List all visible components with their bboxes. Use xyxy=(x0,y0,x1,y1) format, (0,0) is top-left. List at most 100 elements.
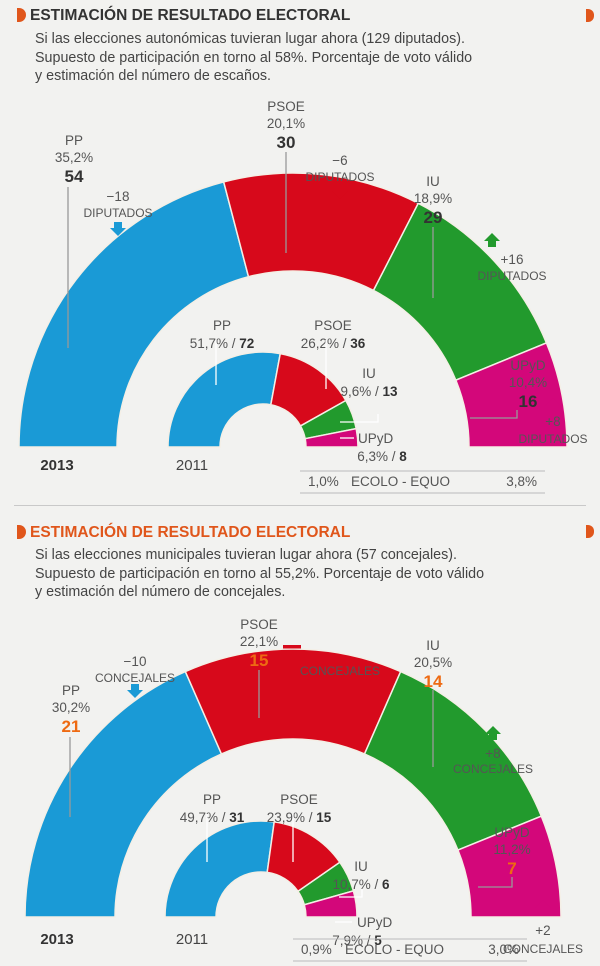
arrow-up-icon-shape xyxy=(535,900,551,914)
slice-2011-upyd xyxy=(304,427,359,448)
chart-title: ESTIMACIÓN DE RESULTADO ELECTORAL xyxy=(30,524,351,541)
seats-value: 15 xyxy=(316,810,332,825)
change-value-label: −6 xyxy=(332,153,347,168)
arrow-up-icon xyxy=(535,900,551,914)
percent-value: 6,3% / xyxy=(357,449,399,464)
footnote-left-value: 1,0% xyxy=(308,474,339,489)
change-value-label: −10 xyxy=(124,654,147,669)
equal-icon-bar xyxy=(283,651,301,655)
arrow-up-icon-shape xyxy=(484,233,500,247)
change-value-label: +8 xyxy=(485,746,500,761)
next-marker-icon[interactable] xyxy=(586,9,594,22)
percent-seats-label: 9,6% / 13 xyxy=(340,384,398,399)
percent-label: 35,2% xyxy=(55,150,93,165)
percent-value: 23,9% / xyxy=(267,810,317,825)
change-unit-label: DIPUTADOS xyxy=(477,269,546,283)
seats-value: 31 xyxy=(229,810,245,825)
party-label: IU xyxy=(354,859,368,874)
slice-2013-iu xyxy=(363,670,543,851)
arrow-up-icon-shape xyxy=(485,726,501,740)
percent-value: 51,7% / xyxy=(190,336,240,351)
party-label: PP xyxy=(213,318,231,333)
slice-2013-upyd xyxy=(456,815,562,918)
section-divider xyxy=(14,505,586,506)
leader-line xyxy=(339,889,363,898)
percent-seats-label: 10,7% / 6 xyxy=(332,877,390,892)
panel-municipales: ESTIMACIÓN DE RESULTADO ELECTORAL Si las… xyxy=(0,492,600,966)
description-line: Si las elecciones municipales tuvieran l… xyxy=(35,547,457,563)
chart-svg-municipales: 2013 2011 PP 30,2% 21 −10 CONCEJALES PSOE 22,1% 1… xyxy=(24,617,583,962)
next-marker-icon[interactable] xyxy=(586,525,594,538)
change-unit-label: CONCEJALES xyxy=(95,671,175,685)
percent-seats-label: 51,7% / 72 xyxy=(190,336,255,351)
change-unit-label: DIPUTADOS xyxy=(305,170,374,184)
equal-icon xyxy=(283,645,301,655)
seats-value: 8 xyxy=(399,449,407,464)
change-unit-label: CONCEJALES xyxy=(453,762,533,776)
percent-label: 20,1% xyxy=(267,116,305,131)
slice-2011-pp xyxy=(167,351,282,448)
percent-label: 11,2% xyxy=(493,842,530,857)
arrow-up-icon xyxy=(484,233,500,247)
arrow-up-icon xyxy=(485,726,501,740)
percent-label: 18,9% xyxy=(414,191,452,206)
footnote-label: ECOLO - EQUO xyxy=(351,474,450,489)
chart-description: Si las elecciones municipales tuvieran l… xyxy=(35,546,555,602)
slice-2013-pp xyxy=(18,180,250,448)
title-marker-icon xyxy=(17,8,26,22)
percent-seats-label: 23,9% / 15 xyxy=(267,810,332,825)
party-label: PSOE xyxy=(267,99,305,114)
year-label-2013: 2013 xyxy=(40,457,73,474)
seats-value: 13 xyxy=(383,384,399,399)
description-line: Supuesto de participación en torno al 55… xyxy=(35,565,485,582)
panel-autonomicas: ESTIMACIÓN DE RESULTADO ELECTORAL Si las… xyxy=(17,7,594,494)
footnote-right-value: 3,8% xyxy=(506,474,537,489)
year-label-2011: 2011 xyxy=(176,931,208,948)
leader-line xyxy=(470,410,518,419)
seats-label: 54 xyxy=(65,167,84,186)
party-label: IU xyxy=(362,366,376,381)
description-line: Si las elecciones autonómicas tuvieran l… xyxy=(35,31,465,47)
footnote-label: ECOLO - EQUO xyxy=(345,942,444,957)
change-unit-label: CONCEJALES xyxy=(503,942,583,956)
party-label: PP xyxy=(62,683,80,698)
arrow-down-icon xyxy=(127,684,143,698)
change-unit-label: DIPUTADOS xyxy=(83,206,152,220)
footnote-left-value: 0,9% xyxy=(301,942,332,957)
percent-value: 49,7% / xyxy=(180,810,230,825)
slice-2013-upyd xyxy=(454,341,568,448)
percent-value: 7,9% / xyxy=(332,933,374,948)
arrow-down-icon-shape xyxy=(110,222,126,236)
arrow-up-icon xyxy=(545,398,561,412)
year-label-2011: 2011 xyxy=(176,457,208,474)
party-label: UPyD xyxy=(357,915,393,930)
leader-line xyxy=(478,877,513,888)
seats-label: 14 xyxy=(424,672,443,691)
change-value-label: +2 xyxy=(535,923,550,938)
party-label: UPyD xyxy=(510,358,546,373)
percent-seats-label: 26,2% / 36 xyxy=(301,336,366,351)
percent-seats-label: 49,7% / 31 xyxy=(180,810,245,825)
change-unit-label: CONCEJALES xyxy=(300,664,380,678)
chart-svg-autonomicas: 2013 2011 PP 35,2% 54 −18 DIPUTADOS PSOE 20,1% 30… xyxy=(18,99,588,494)
percent-value: 10,7% / xyxy=(332,877,382,892)
year-label-2013: 2013 xyxy=(40,931,73,948)
seats-label: 16 xyxy=(519,392,538,411)
change-value-label: −18 xyxy=(107,189,130,204)
title-marker-icon xyxy=(17,525,26,539)
chart-description: Si las elecciones autonómicas tuvieran l… xyxy=(35,30,555,86)
seats-label: 29 xyxy=(424,208,443,227)
percent-label: 20,5% xyxy=(414,655,452,670)
percent-seats-label: 7,9% / 5 xyxy=(332,933,382,948)
arrow-up-icon-shape xyxy=(545,398,561,412)
party-label: IU xyxy=(426,638,440,653)
arrow-down-icon-shape xyxy=(332,185,348,199)
description-line: y estimación del número de concejales. xyxy=(35,584,286,600)
party-label: IU xyxy=(426,174,440,189)
change-value-label: +16 xyxy=(501,252,524,267)
seats-value: 5 xyxy=(374,933,382,948)
seats-label: 30 xyxy=(277,133,296,152)
party-label: PP xyxy=(65,133,83,148)
party-label: PSOE xyxy=(314,318,352,333)
description-line: y estimación del número de escaños. xyxy=(35,68,272,84)
